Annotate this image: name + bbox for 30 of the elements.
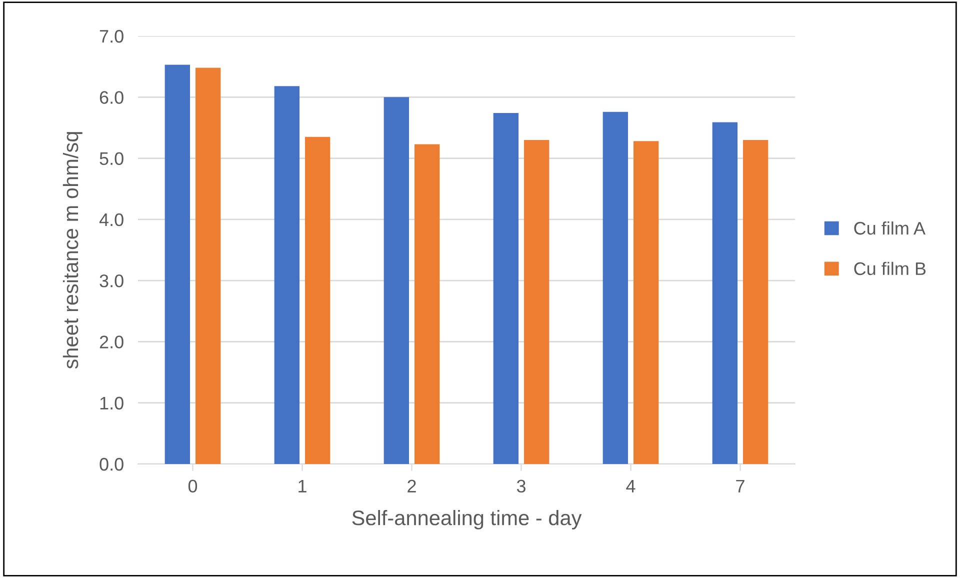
bar [712,122,738,464]
bar [164,64,190,464]
y-tick-label: 4.0 [99,213,124,226]
x-tick-label: 4 [626,480,636,492]
bar [633,141,659,464]
x-tick-label: 7 [736,480,744,492]
bar [742,140,768,464]
y-tick-label: 7.0 [100,30,124,43]
legend-label: Cu film B [854,262,926,276]
bar [602,112,628,464]
y-tick-label: 0.0 [100,458,124,471]
bar [195,68,221,464]
x-tick-label: 1 [298,480,306,492]
y-tick-label: 5.0 [100,152,124,166]
x-tick-label: 3 [516,480,526,493]
bar [414,144,440,464]
y-tick-label: 1.0 [100,396,124,410]
bar [274,86,300,464]
y-tick-label: 3.0 [100,274,124,288]
x-tick-label: 0 [188,480,198,493]
x-tick-label: 2 [408,480,416,492]
x-axis-title: Self-annealing time - day [352,510,582,530]
bar [524,140,550,464]
y-tick-label: 2.0 [100,336,124,348]
y-axis-title: sheet resitance m ohm/sq [62,132,82,369]
bar [384,97,410,464]
legend-label: Cu film A [854,221,926,235]
y-tick-label: 6.0 [100,91,124,104]
bar [493,113,519,464]
bar [304,136,330,464]
